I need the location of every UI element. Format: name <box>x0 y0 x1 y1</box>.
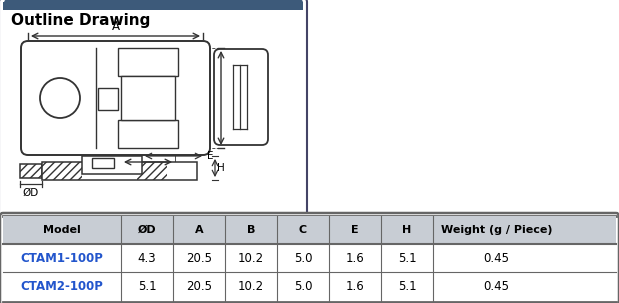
Text: E: E <box>351 225 359 235</box>
Text: 5.1: 5.1 <box>137 279 157 292</box>
Text: ØD: ØD <box>23 188 39 198</box>
Text: 5.1: 5.1 <box>397 279 417 292</box>
Text: 10.2: 10.2 <box>238 279 264 292</box>
Text: 20.5: 20.5 <box>186 279 212 292</box>
Bar <box>92 158 114 168</box>
Bar <box>3 216 616 244</box>
Text: ØD: ØD <box>137 225 157 235</box>
Text: A: A <box>111 20 119 33</box>
Text: B: B <box>224 92 232 105</box>
Text: 5.0: 5.0 <box>294 279 312 292</box>
FancyBboxPatch shape <box>0 0 307 218</box>
Text: A: A <box>195 225 203 235</box>
Text: 0.45: 0.45 <box>483 251 509 265</box>
Text: H: H <box>402 225 412 235</box>
Bar <box>98 88 118 110</box>
Text: 10.2: 10.2 <box>238 251 264 265</box>
Text: 5.0: 5.0 <box>294 251 312 265</box>
FancyBboxPatch shape <box>3 2 303 10</box>
Text: B: B <box>247 225 255 235</box>
Text: Weight (g / Piece): Weight (g / Piece) <box>441 225 552 235</box>
Bar <box>42 162 197 180</box>
Text: CTAM1-100P: CTAM1-100P <box>20 251 103 265</box>
FancyBboxPatch shape <box>0 213 619 303</box>
Text: Outline Drawing: Outline Drawing <box>11 12 150 28</box>
Bar <box>82 156 142 174</box>
Text: Model: Model <box>43 225 81 235</box>
Bar <box>42 162 82 180</box>
Text: CTAM2-100P: CTAM2-100P <box>20 279 103 292</box>
Text: 0.45: 0.45 <box>483 279 509 292</box>
Bar <box>20 164 42 178</box>
Text: C: C <box>144 164 152 174</box>
Text: 4.3: 4.3 <box>137 251 157 265</box>
Bar <box>118 48 178 76</box>
FancyBboxPatch shape <box>214 49 268 145</box>
Bar <box>121 76 175 120</box>
Bar <box>137 162 167 180</box>
Text: H: H <box>217 163 225 173</box>
Text: 1.6: 1.6 <box>345 279 365 292</box>
Circle shape <box>40 78 80 118</box>
Text: E: E <box>207 151 214 161</box>
Text: 1.6: 1.6 <box>345 251 365 265</box>
Text: C: C <box>299 225 307 235</box>
Text: 20.5: 20.5 <box>186 251 212 265</box>
Text: 5.1: 5.1 <box>397 251 417 265</box>
FancyBboxPatch shape <box>21 41 210 155</box>
Bar <box>118 120 178 148</box>
